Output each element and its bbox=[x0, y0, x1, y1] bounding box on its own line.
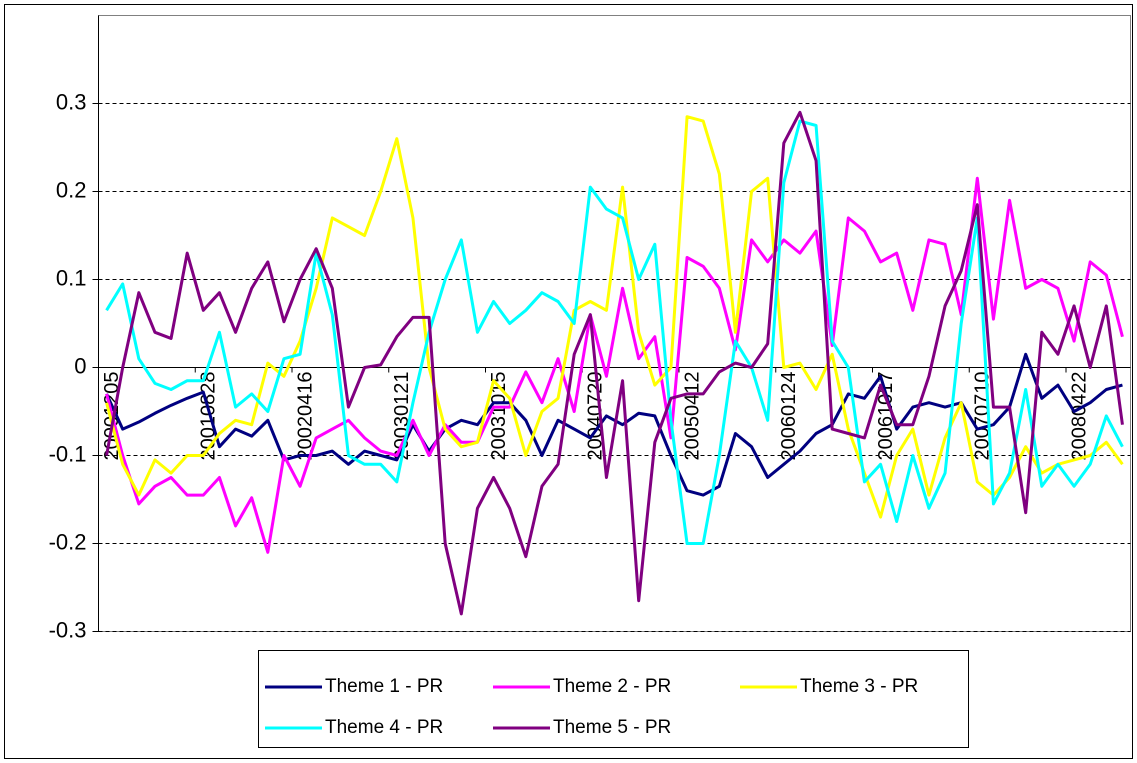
line-series bbox=[105, 176, 1124, 554]
y-tick-label: 0.3 bbox=[56, 89, 87, 114]
legend bbox=[258, 650, 969, 748]
x-tick-label: 20050412 bbox=[681, 372, 703, 461]
y-tick-label: 0 bbox=[74, 353, 86, 378]
y-tick-label: -0.2 bbox=[49, 529, 87, 554]
y-tick-label: -0.3 bbox=[49, 617, 87, 642]
line-series bbox=[105, 119, 1124, 545]
legend-label: Theme 5 - PR bbox=[553, 717, 671, 738]
legend-label: Theme 2 - PR bbox=[553, 676, 671, 697]
x-tick-label: 20060124 bbox=[778, 372, 800, 461]
line-series bbox=[105, 110, 1124, 616]
line-series bbox=[105, 115, 1124, 519]
y-tick-label: -0.1 bbox=[49, 441, 87, 466]
legend-label: Theme 1 - PR bbox=[325, 676, 443, 697]
x-tick-label: 20080422 bbox=[1068, 372, 1090, 461]
y-tick-label: 0.1 bbox=[56, 265, 87, 290]
x-tick-label: 20020416 bbox=[294, 372, 316, 461]
x-tick-label: 20061017 bbox=[875, 372, 897, 461]
legend-label: Theme 3 - PR bbox=[800, 676, 918, 697]
legend-label: Theme 4 - PR bbox=[325, 717, 443, 738]
y-tick-label: 0.2 bbox=[56, 177, 87, 202]
plot-area bbox=[98, 15, 1131, 632]
